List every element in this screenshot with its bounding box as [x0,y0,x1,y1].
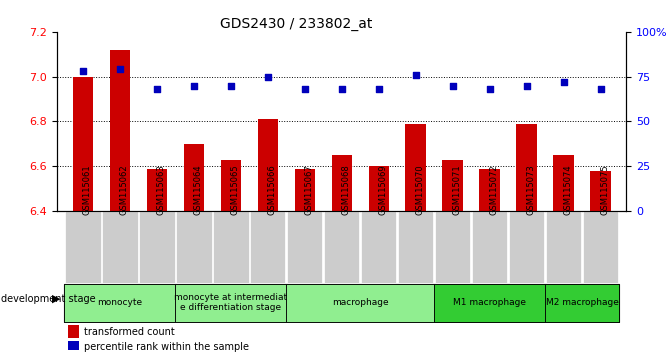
Text: GSM115061: GSM115061 [83,164,92,215]
Bar [442,160,463,211]
Bar [110,50,130,211]
Text: GSM115063: GSM115063 [157,164,165,215]
FancyBboxPatch shape [546,211,582,283]
FancyBboxPatch shape [434,284,545,322]
Text: GSM115067: GSM115067 [305,164,314,215]
FancyBboxPatch shape [139,211,175,283]
FancyBboxPatch shape [64,284,176,322]
Text: GSM115062: GSM115062 [120,164,129,215]
Bar [405,124,426,211]
Point [299,86,310,92]
FancyBboxPatch shape [545,284,619,322]
Point [151,86,162,92]
FancyBboxPatch shape [250,211,285,283]
FancyBboxPatch shape [435,211,470,283]
Bar [295,169,315,211]
FancyBboxPatch shape [286,284,434,322]
Title: GDS2430 / 233802_at: GDS2430 / 233802_at [220,17,373,31]
Text: development stage: development stage [1,294,95,304]
Bar [257,119,278,211]
Bar [369,166,389,211]
Text: percentile rank within the sample: percentile rank within the sample [84,342,249,352]
Bar [553,155,574,211]
Text: M2 macrophage: M2 macrophage [545,298,618,307]
FancyBboxPatch shape [509,211,544,283]
Bar [590,171,611,211]
Text: monocyte at intermediat
e differentiation stage: monocyte at intermediat e differentiatio… [174,293,287,312]
Text: GSM115069: GSM115069 [379,164,388,215]
Point [521,83,532,88]
FancyBboxPatch shape [472,211,507,283]
Bar [68,325,78,338]
Text: M1 macrophage: M1 macrophage [453,298,526,307]
Text: ▶: ▶ [52,294,60,304]
FancyBboxPatch shape [583,211,618,283]
Point [484,86,495,92]
Text: GSM115071: GSM115071 [453,164,462,215]
Text: GSM115065: GSM115065 [230,164,240,215]
Point [225,83,236,88]
Point [558,79,569,85]
Bar [517,124,537,211]
Point [263,74,273,80]
Point [373,86,384,92]
FancyBboxPatch shape [324,211,359,283]
FancyBboxPatch shape [287,211,322,283]
FancyBboxPatch shape [361,211,397,283]
Bar [68,341,78,353]
FancyBboxPatch shape [65,211,100,283]
Text: monocyte: monocyte [97,298,143,307]
Point [595,86,606,92]
Bar [72,77,93,211]
Point [115,67,125,72]
Text: GSM115070: GSM115070 [415,164,425,215]
FancyBboxPatch shape [102,211,137,283]
Point [78,68,88,74]
Text: GSM115073: GSM115073 [527,164,535,215]
Text: GSM115074: GSM115074 [563,164,573,215]
Text: GSM115066: GSM115066 [268,164,277,215]
Text: macrophage: macrophage [332,298,389,307]
Bar [480,169,500,211]
Point [448,83,458,88]
Text: GSM115068: GSM115068 [342,164,350,215]
FancyBboxPatch shape [213,211,249,283]
Text: GSM115075: GSM115075 [600,164,610,215]
Text: transformed count: transformed count [84,326,175,337]
Point [410,72,421,78]
Bar [332,155,352,211]
FancyBboxPatch shape [176,284,286,322]
FancyBboxPatch shape [398,211,433,283]
Bar [147,169,167,211]
Point [336,86,347,92]
Point [188,83,199,88]
Bar [220,160,241,211]
Text: GSM115072: GSM115072 [490,164,498,215]
Bar [184,144,204,211]
FancyBboxPatch shape [176,211,212,283]
Text: GSM115064: GSM115064 [194,164,203,215]
